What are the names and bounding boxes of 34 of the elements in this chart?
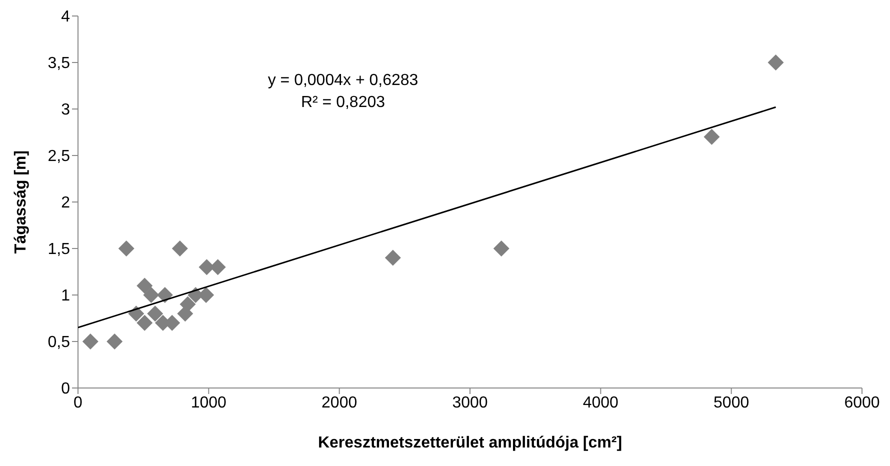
y-tick-label: 1 <box>61 288 70 305</box>
y-tick-label: 2,5 <box>48 148 70 166</box>
point <box>704 128 720 145</box>
x-tick-label: 1000 <box>190 394 227 412</box>
y-tick-label: 0 <box>61 380 70 398</box>
point <box>106 334 123 350</box>
x-tick-label: 2000 <box>322 394 358 412</box>
point <box>384 250 401 266</box>
y-axis-title: Tágasság [m] <box>12 150 30 254</box>
point <box>118 240 134 256</box>
y-tick-label: 1,5 <box>48 241 70 258</box>
point <box>156 287 173 303</box>
x-tick-label: 5000 <box>714 394 750 412</box>
point <box>768 54 784 70</box>
x-tick-label: 3000 <box>452 394 488 412</box>
point <box>147 306 164 322</box>
x-tick-label: 6000 <box>844 394 880 412</box>
point <box>82 334 98 350</box>
y-tick-label: 3 <box>61 102 70 119</box>
annotation: y = 0,0004x + 0,6283 <box>266 71 420 91</box>
point <box>143 287 160 303</box>
y-tick-label: 0,5 <box>48 334 70 352</box>
y-tick-label: 4 <box>61 8 70 26</box>
point <box>493 240 510 256</box>
point <box>172 240 188 256</box>
y-tick-label: 3,5 <box>48 55 70 72</box>
x-axis-title: Keresztmetszetterület amplitúdója [cm²] <box>318 434 622 452</box>
x-tick-label: 4000 <box>582 394 619 412</box>
point <box>136 314 153 331</box>
x-tick-label: 0 <box>74 394 83 412</box>
point <box>180 296 196 312</box>
y-tick-label: 2 <box>61 194 70 212</box>
point <box>136 278 153 294</box>
annotation: R² = 0,8203 <box>300 93 386 113</box>
